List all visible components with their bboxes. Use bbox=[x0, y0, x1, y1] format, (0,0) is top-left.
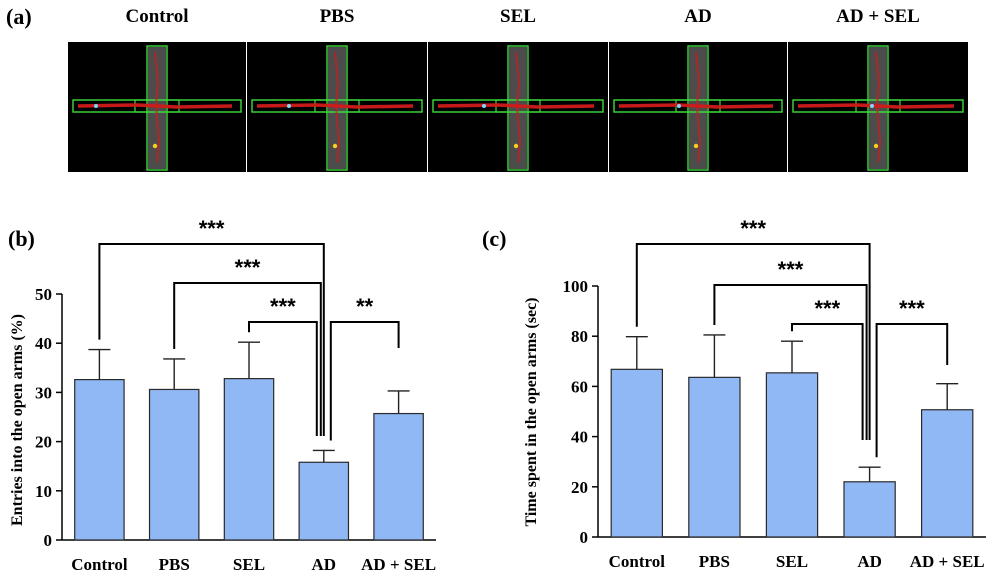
significance-label: *** bbox=[199, 216, 225, 241]
x-tick-label: SEL bbox=[233, 555, 265, 574]
x-tick-label: PBS bbox=[159, 555, 190, 574]
x-tick-label: Control bbox=[609, 552, 666, 571]
bar-ad bbox=[843, 481, 896, 538]
significance-bracket bbox=[329, 321, 400, 441]
x-tick-label: Control bbox=[71, 555, 128, 574]
panel-c-label: (c) bbox=[482, 226, 506, 251]
bar-ad-sel bbox=[373, 412, 424, 541]
chart-c-ylabel: Time spent in the open arms (sec) bbox=[523, 297, 540, 526]
bar-ad-sel bbox=[920, 409, 974, 538]
y-tick-label: 20 bbox=[571, 478, 588, 497]
closed-arm-track bbox=[515, 51, 522, 163]
end-marker bbox=[677, 104, 681, 108]
bar-sel bbox=[223, 378, 275, 541]
y-tick-label: 50 bbox=[35, 285, 52, 304]
x-tick-label: PBS bbox=[699, 552, 730, 571]
y-tick-label: 30 bbox=[35, 383, 52, 402]
maze-group-label: AD bbox=[684, 6, 711, 27]
significance-bracket bbox=[98, 243, 325, 436]
maze-tile-4: AD + SEL bbox=[788, 6, 968, 172]
y-tick-label: 20 bbox=[35, 433, 52, 452]
y-tick-label: 0 bbox=[580, 528, 589, 547]
y-tick-label: 40 bbox=[571, 428, 588, 447]
maze-group-label: Control bbox=[126, 6, 189, 27]
end-marker bbox=[94, 104, 98, 108]
closed-arm-track bbox=[875, 51, 882, 163]
maze-images: Control PBS SEL AD AD + SEL bbox=[68, 6, 968, 172]
bar-sel bbox=[765, 372, 819, 538]
start-marker bbox=[693, 143, 699, 149]
chart-b-ylabel: Entries into the open arms (%) bbox=[9, 314, 26, 526]
significance-bracket bbox=[875, 323, 949, 458]
bar-pbs bbox=[688, 376, 741, 538]
x-tick-label: AD bbox=[857, 552, 882, 571]
end-marker bbox=[287, 104, 291, 108]
significance-label: *** bbox=[235, 255, 261, 280]
maze-tile-2: SEL bbox=[428, 6, 608, 172]
bar-pbs bbox=[148, 388, 200, 541]
start-marker bbox=[152, 143, 158, 149]
y-tick-label: 10 bbox=[35, 482, 52, 501]
bar-control bbox=[74, 379, 125, 541]
significance-bracket bbox=[248, 321, 318, 436]
significance-label: *** bbox=[740, 216, 766, 241]
y-tick-label: 100 bbox=[563, 277, 589, 296]
maze-tile-3: AD bbox=[609, 6, 787, 172]
closed-arm-track bbox=[695, 51, 702, 163]
closed-arm-track bbox=[334, 51, 341, 163]
panel-b-label: (b) bbox=[8, 226, 35, 251]
significance-bracket bbox=[635, 243, 871, 440]
significance-bracket bbox=[713, 284, 868, 440]
y-tick-label: 60 bbox=[571, 377, 588, 396]
bar-ad bbox=[298, 461, 350, 541]
end-marker bbox=[482, 104, 486, 108]
maze-tile-1: PBS bbox=[247, 6, 427, 172]
start-marker bbox=[513, 143, 519, 149]
maze-group-label: SEL bbox=[500, 6, 536, 27]
x-tick-label: AD + SEL bbox=[361, 555, 436, 574]
x-tick-label: SEL bbox=[776, 552, 808, 571]
panel-a-label: (a) bbox=[6, 4, 32, 29]
end-marker bbox=[870, 104, 874, 108]
start-marker bbox=[873, 143, 879, 149]
significance-bracket bbox=[173, 282, 322, 436]
significance-label: ** bbox=[356, 294, 374, 319]
significance-label: *** bbox=[814, 296, 840, 321]
significance-label: *** bbox=[778, 257, 804, 282]
maze-group-label: AD + SEL bbox=[836, 6, 920, 27]
chart-time: Time spent in the open arms (sec) 0 20 40 6… bbox=[523, 216, 986, 571]
start-marker bbox=[332, 143, 338, 149]
bar-control bbox=[610, 368, 664, 538]
x-tick-label: AD bbox=[312, 555, 337, 574]
maze-group-label: PBS bbox=[320, 6, 355, 27]
significance-label: *** bbox=[899, 296, 925, 321]
x-tick-label: AD + SEL bbox=[910, 552, 985, 571]
y-tick-label: 0 bbox=[44, 531, 53, 550]
significance-bracket bbox=[791, 323, 864, 440]
maze-tile-0: Control bbox=[68, 6, 246, 172]
closed-arm-track bbox=[154, 51, 161, 163]
y-tick-label: 40 bbox=[35, 334, 52, 353]
chart-entries: Entries into the open arms (%) 0 10 20 30 40… bbox=[9, 216, 436, 574]
y-tick-label: 80 bbox=[571, 327, 588, 346]
significance-label: *** bbox=[270, 294, 296, 319]
